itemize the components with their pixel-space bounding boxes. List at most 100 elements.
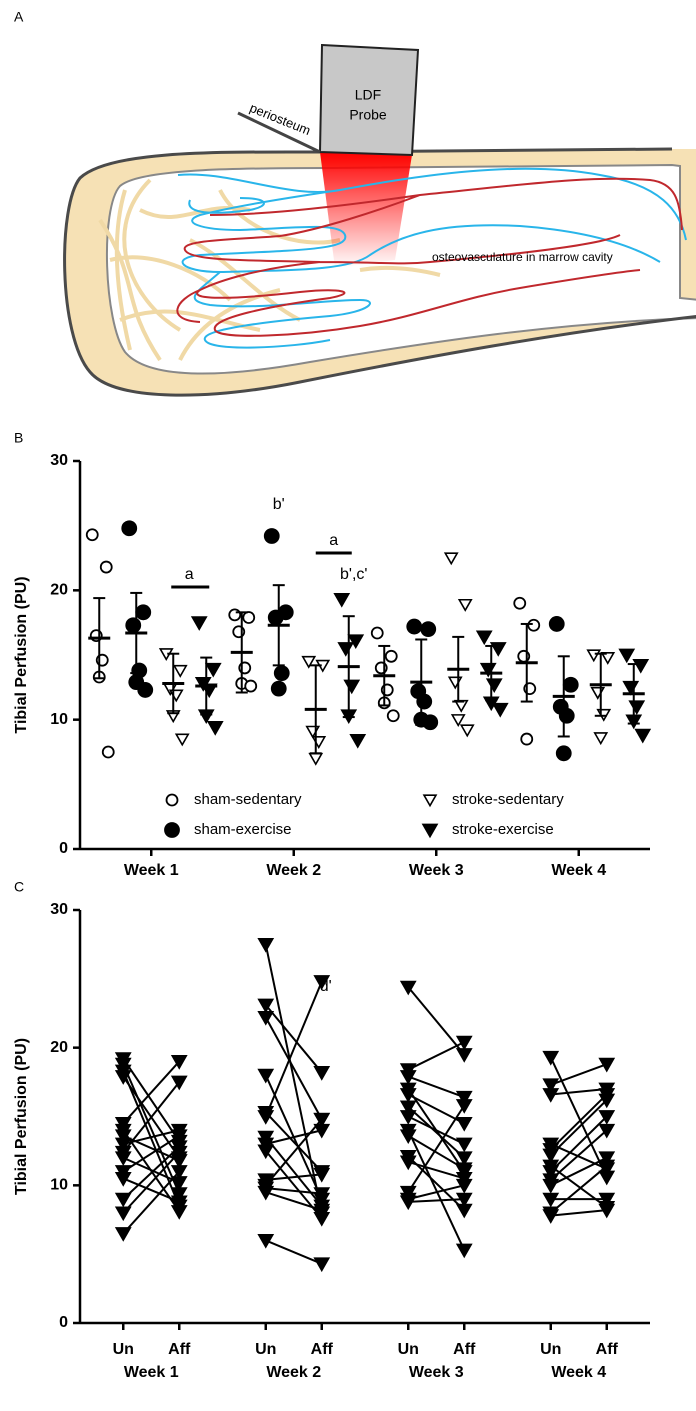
x-tick-label: Aff (311, 1341, 334, 1358)
legend-marker (421, 823, 439, 839)
x-tick-label: Week 3 (409, 1364, 464, 1381)
pair-line (407, 1104, 466, 1193)
legend-label: sham-exercise (194, 821, 292, 838)
point (634, 728, 652, 744)
point (443, 552, 459, 566)
point (267, 609, 284, 626)
point (455, 1099, 473, 1114)
legend-label: stroke-sedentary (452, 791, 564, 808)
point (455, 1035, 473, 1051)
point (204, 662, 222, 678)
legend-marker (164, 822, 180, 838)
point (598, 1093, 616, 1109)
point (399, 1100, 417, 1116)
point (121, 520, 138, 537)
y-tick-label: 10 (50, 711, 68, 728)
pair-line (265, 1187, 322, 1195)
point (598, 1192, 616, 1208)
pair-line (550, 1087, 607, 1096)
point (114, 1206, 132, 1222)
point (542, 1088, 560, 1103)
point (399, 1195, 417, 1211)
pair-line (550, 1115, 608, 1173)
point (455, 1048, 473, 1063)
point (170, 1165, 188, 1180)
pair-line (122, 1170, 180, 1235)
point (555, 745, 572, 762)
x-tick-label: Un (113, 1341, 134, 1358)
point (313, 1112, 331, 1128)
point (399, 1110, 417, 1125)
point (135, 604, 152, 621)
pair-line (122, 1081, 181, 1153)
pair-line (122, 1151, 180, 1214)
point (527, 618, 541, 632)
point (489, 642, 507, 657)
annotation: b' (273, 496, 285, 513)
pair-line (407, 986, 466, 1056)
point (313, 975, 331, 990)
y-tick-label: 20 (50, 582, 68, 599)
x-tick-label: Week 1 (124, 862, 179, 879)
point (170, 1075, 188, 1091)
point (313, 1066, 331, 1081)
x-tick-label: Aff (453, 1341, 476, 1358)
point (114, 1137, 132, 1153)
pair-line (122, 1070, 181, 1207)
point (257, 1144, 275, 1160)
point (455, 1243, 473, 1259)
x-tick-label: Un (540, 1341, 561, 1358)
y-tick-label: 20 (50, 1039, 68, 1056)
point (399, 1070, 417, 1085)
annotation: d' (320, 978, 332, 995)
point (598, 1110, 616, 1125)
point (313, 1187, 331, 1202)
point (305, 725, 321, 739)
trabeculae (98, 178, 441, 362)
pair-line (264, 1118, 323, 1186)
pair-line (122, 1134, 180, 1173)
point (257, 938, 275, 953)
point (459, 724, 475, 738)
point (170, 1145, 188, 1161)
point (384, 649, 398, 663)
point (257, 998, 275, 1014)
legend-label: stroke-exercise (452, 821, 554, 838)
point (422, 714, 439, 731)
point (263, 528, 280, 544)
point (598, 1159, 616, 1175)
y-tick-label: 30 (50, 901, 68, 918)
point (475, 630, 493, 646)
pair-line (122, 1058, 181, 1142)
legend-label: sham-sedentary (194, 791, 302, 808)
pair-line (550, 1165, 608, 1214)
diagram: A LDF Probe periosteum osteovasculature … (14, 9, 696, 397)
x-tick-label: Week 4 (551, 862, 606, 879)
point (455, 1137, 473, 1153)
point (242, 611, 256, 624)
caption: osteovasculature in marrow cavity (432, 250, 613, 264)
point (600, 651, 616, 665)
x-tick-label: Aff (596, 1341, 619, 1358)
pair-line (407, 1041, 465, 1071)
point (558, 707, 575, 724)
point (114, 1172, 132, 1187)
x-tick-label: Week 3 (409, 862, 464, 879)
point (399, 1155, 417, 1171)
point (399, 980, 417, 996)
point (257, 1234, 275, 1249)
point (548, 616, 565, 632)
panel-label: A (14, 9, 24, 25)
point (491, 702, 509, 718)
panel-label: C (14, 879, 24, 895)
point (455, 1116, 473, 1132)
x-tick-label: Week 4 (551, 1364, 606, 1381)
point (114, 1070, 132, 1085)
point (137, 682, 154, 698)
annotation: b',c' (340, 566, 367, 583)
x-tick-label: Un (255, 1341, 276, 1358)
vessel-red (176, 177, 683, 337)
point (598, 1057, 616, 1073)
